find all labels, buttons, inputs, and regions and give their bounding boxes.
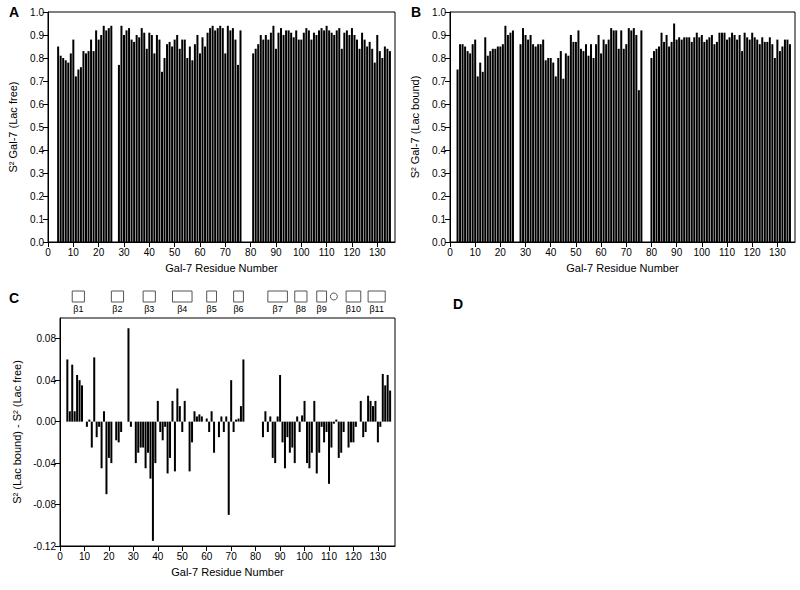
svg-text:30: 30 <box>128 551 140 562</box>
svg-text:0: 0 <box>447 247 453 258</box>
svg-text:0.1: 0.1 <box>30 214 44 225</box>
svg-text:80: 80 <box>250 551 262 562</box>
svg-text:110: 110 <box>319 247 335 258</box>
svg-text:90: 90 <box>270 247 282 258</box>
svg-text:0.3: 0.3 <box>30 168 44 179</box>
svg-text:0.0: 0.0 <box>30 237 44 248</box>
svg-text:0.00: 0.00 <box>37 416 57 427</box>
svg-text:30: 30 <box>118 247 130 258</box>
svg-text:110: 110 <box>719 247 735 258</box>
svg-text:C: C <box>9 290 19 306</box>
svg-text:120: 120 <box>744 247 761 258</box>
svg-text:0.2: 0.2 <box>30 191 44 202</box>
svg-text:Gal-7 Residue Number: Gal-7 Residue Number <box>171 566 284 578</box>
svg-text:0.6: 0.6 <box>432 99 446 110</box>
svg-text:0.8: 0.8 <box>30 53 44 64</box>
svg-text:β4: β4 <box>177 304 187 314</box>
svg-text:0: 0 <box>57 551 63 562</box>
svg-text:100: 100 <box>693 247 710 258</box>
svg-text:0.2: 0.2 <box>432 191 446 202</box>
svg-text:S² (Lac bound) - S² (Lac free): S² (Lac bound) - S² (Lac free) <box>11 360 23 504</box>
svg-text:S² Gal-7 (Lac free): S² Gal-7 (Lac free) <box>7 81 19 172</box>
svg-text:0.9: 0.9 <box>30 30 44 41</box>
svg-text:0.4: 0.4 <box>432 145 446 156</box>
svg-text:B: B <box>411 4 421 20</box>
svg-text:130: 130 <box>769 247 786 258</box>
svg-text:90: 90 <box>671 247 683 258</box>
svg-text:Gal-7 Residue Number: Gal-7 Residue Number <box>165 262 278 274</box>
svg-text:-0.04: -0.04 <box>33 458 56 469</box>
svg-text:β6: β6 <box>233 304 243 314</box>
svg-text:50: 50 <box>177 551 189 562</box>
svg-text:0: 0 <box>45 247 51 258</box>
svg-text:0.0: 0.0 <box>432 237 446 248</box>
svg-text:β2: β2 <box>112 304 122 314</box>
svg-text:S² Gal-7 (Lac bound): S² Gal-7 (Lac bound) <box>409 76 421 179</box>
svg-text:0.8: 0.8 <box>432 53 446 64</box>
svg-text:60: 60 <box>194 247 206 258</box>
svg-text:70: 70 <box>226 551 238 562</box>
svg-text:40: 40 <box>152 551 164 562</box>
svg-text:0.1: 0.1 <box>432 214 446 225</box>
svg-text:40: 40 <box>545 247 557 258</box>
svg-text:Gal-7 Residue Number: Gal-7 Residue Number <box>566 262 679 274</box>
svg-text:β7: β7 <box>273 304 283 314</box>
svg-text:100: 100 <box>293 247 310 258</box>
svg-text:120: 120 <box>345 551 362 562</box>
svg-text:80: 80 <box>646 247 658 258</box>
svg-text:0.6: 0.6 <box>30 99 44 110</box>
svg-text:β8: β8 <box>296 304 306 314</box>
svg-text:-0.08: -0.08 <box>33 499 56 510</box>
svg-text:50: 50 <box>570 247 582 258</box>
svg-text:0.5: 0.5 <box>432 122 446 133</box>
svg-text:130: 130 <box>370 551 387 562</box>
svg-text:β9: β9 <box>317 304 327 314</box>
svg-text:D: D <box>453 296 463 312</box>
svg-text:110: 110 <box>321 551 337 562</box>
svg-text:β10: β10 <box>346 304 361 314</box>
svg-text:0.4: 0.4 <box>30 145 44 156</box>
svg-text:40: 40 <box>144 247 156 258</box>
svg-text:0.3: 0.3 <box>432 168 446 179</box>
svg-text:60: 60 <box>201 551 213 562</box>
svg-text:10: 10 <box>470 247 482 258</box>
svg-text:70: 70 <box>220 247 232 258</box>
svg-text:0.08: 0.08 <box>37 333 57 344</box>
svg-text:20: 20 <box>93 247 105 258</box>
svg-text:1.0: 1.0 <box>432 7 446 18</box>
svg-text:0.9: 0.9 <box>432 30 446 41</box>
svg-text:0.04: 0.04 <box>37 375 57 386</box>
svg-text:β11: β11 <box>369 304 384 314</box>
svg-text:β1: β1 <box>73 304 83 314</box>
svg-text:80: 80 <box>245 247 257 258</box>
svg-text:30: 30 <box>520 247 532 258</box>
svg-text:70: 70 <box>621 247 633 258</box>
svg-text:60: 60 <box>596 247 608 258</box>
svg-text:50: 50 <box>169 247 181 258</box>
svg-text:0.7: 0.7 <box>432 76 446 87</box>
svg-text:-0.12: -0.12 <box>33 541 56 552</box>
svg-text:0.5: 0.5 <box>30 122 44 133</box>
svg-text:100: 100 <box>296 551 313 562</box>
svg-text:0.7: 0.7 <box>30 76 44 87</box>
svg-text:20: 20 <box>495 247 507 258</box>
svg-text:1.0: 1.0 <box>30 7 44 18</box>
svg-text:120: 120 <box>344 247 361 258</box>
svg-text:130: 130 <box>369 247 386 258</box>
svg-text:A: A <box>9 4 19 20</box>
svg-text:10: 10 <box>79 551 91 562</box>
svg-text:β5: β5 <box>207 304 217 314</box>
svg-text:90: 90 <box>275 551 287 562</box>
svg-text:β3: β3 <box>144 304 154 314</box>
svg-text:20: 20 <box>103 551 115 562</box>
svg-text:10: 10 <box>68 247 80 258</box>
